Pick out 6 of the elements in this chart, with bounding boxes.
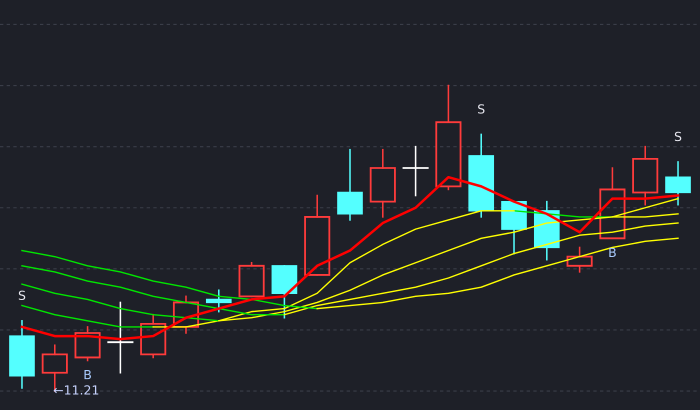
text: B <box>84 370 91 380</box>
text: S <box>478 104 484 114</box>
text: S <box>18 290 26 300</box>
text: S <box>674 132 682 142</box>
text: B <box>609 248 616 257</box>
annotation: ←11.21 <box>54 385 98 395</box>
